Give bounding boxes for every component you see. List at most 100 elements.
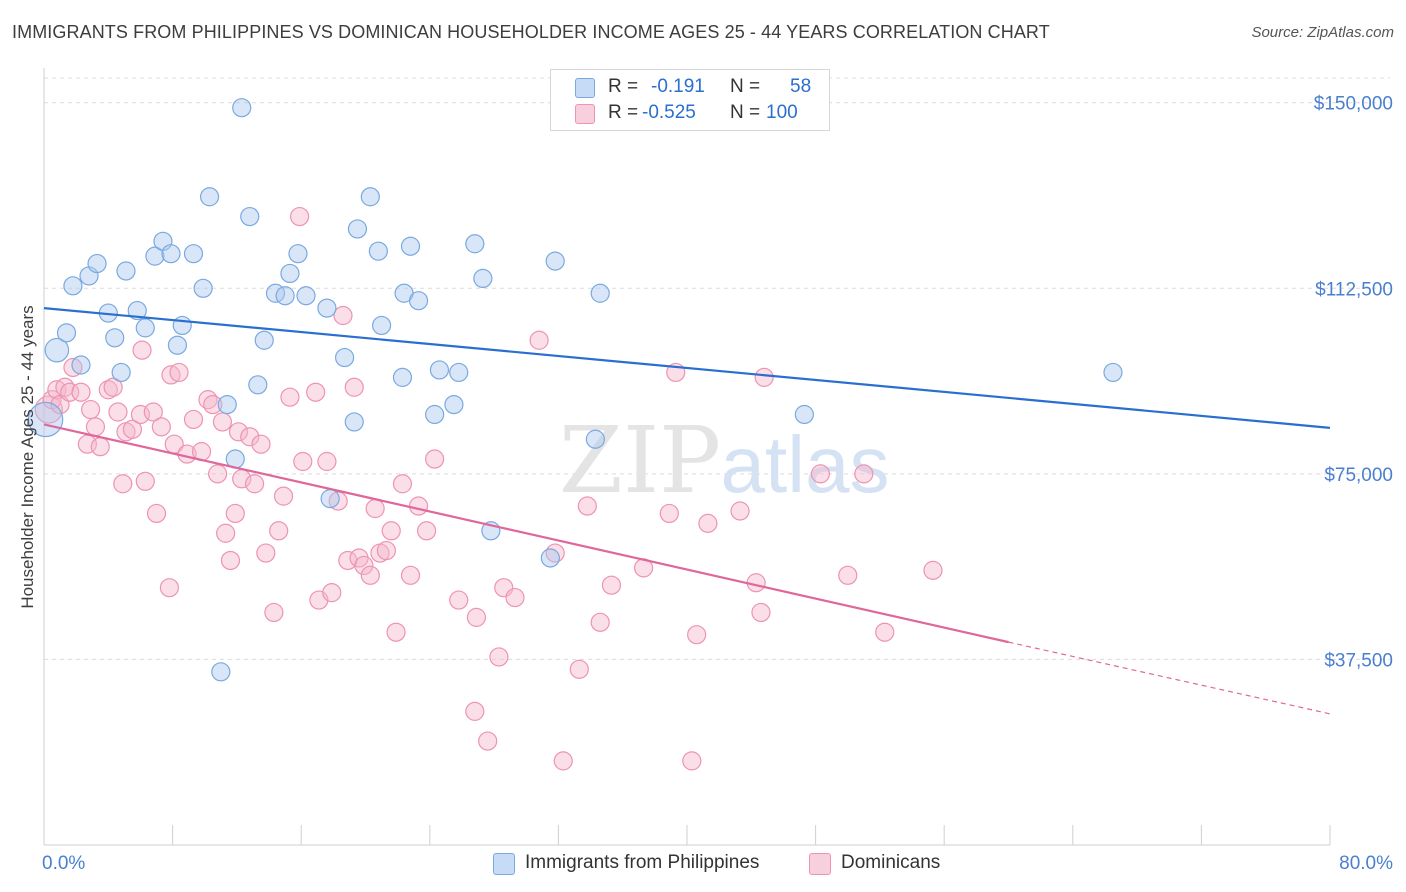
dominicans-point xyxy=(269,521,289,541)
philippines-point xyxy=(465,234,485,254)
philippines-point xyxy=(183,244,204,264)
dominicans-point xyxy=(698,513,718,533)
dominicans-point xyxy=(113,474,133,494)
bottom-legend-swatch-blue xyxy=(493,853,515,875)
dominicans-point xyxy=(306,382,326,402)
philippines-point xyxy=(116,261,136,281)
dominicans-point xyxy=(875,622,895,642)
legend-r-label: R = xyxy=(608,76,639,97)
dominicans-point xyxy=(135,471,155,491)
bottom-legend-label: Dominicans xyxy=(841,852,941,873)
watermark-atlas: atlas xyxy=(721,420,890,509)
philippines-point xyxy=(232,98,252,118)
watermark: ZIP atlas xyxy=(559,407,890,514)
dominicans-trend-line xyxy=(43,423,1009,644)
philippines-point xyxy=(87,253,107,274)
philippines-point xyxy=(360,187,380,207)
dominicans-point xyxy=(81,399,101,420)
philippines-point xyxy=(545,251,565,271)
bottom-legend-swatch-pink xyxy=(809,853,831,875)
dominicans-point xyxy=(264,602,284,623)
philippines-point xyxy=(429,360,450,380)
philippines-point xyxy=(444,394,464,415)
dominicans-point xyxy=(132,340,152,360)
dominicans-point xyxy=(280,387,300,407)
philippines-point xyxy=(193,278,213,298)
philippines-point xyxy=(794,404,814,425)
dominicans-point xyxy=(220,550,241,571)
philippines-point xyxy=(145,246,165,266)
philippines-point xyxy=(296,286,316,306)
dominicans-point xyxy=(228,422,249,442)
dominicans-point xyxy=(376,540,396,561)
philippines-point xyxy=(105,328,125,348)
legend-n-value: 58 xyxy=(790,76,812,97)
dominicans-point xyxy=(322,583,342,603)
dominicans-point xyxy=(400,565,421,585)
philippines-point xyxy=(425,404,445,425)
dominicans-point xyxy=(159,578,179,598)
source-label: Source: ZipAtlas.com xyxy=(1251,24,1394,41)
philippines-point xyxy=(254,330,274,350)
dominicans-point xyxy=(143,402,163,422)
philippines-point xyxy=(371,315,392,336)
y-tick-label: $75,000 xyxy=(1324,465,1393,486)
philippines-point xyxy=(320,489,340,509)
philippines-trend-line xyxy=(43,307,1331,429)
dominicans-point xyxy=(333,305,353,326)
dominicans-point xyxy=(529,330,549,350)
dominicans-point xyxy=(344,377,364,397)
dominicans-point xyxy=(449,590,469,610)
dominicans-point xyxy=(365,498,385,519)
dominicans-point xyxy=(923,560,943,580)
y-tick-label: $150,000 xyxy=(1314,94,1393,115)
dominicans-point xyxy=(754,367,774,387)
philippines-point xyxy=(161,244,181,264)
legend-swatch-blue xyxy=(575,78,595,98)
dominicans-point xyxy=(601,575,622,595)
dominicans-point xyxy=(146,503,167,524)
philippines-point xyxy=(217,394,237,415)
dominicans-point xyxy=(63,357,83,378)
philippines-point xyxy=(449,362,469,383)
dominicans-point xyxy=(317,451,337,472)
dominicans-point xyxy=(682,751,702,771)
legend-n-label: N = xyxy=(730,102,761,123)
philippines-point xyxy=(347,219,368,239)
x-tick-label: 80.0% xyxy=(1339,853,1393,874)
dominicans-point xyxy=(208,464,228,484)
dominicans-point xyxy=(569,659,589,679)
dominicans-point xyxy=(244,474,265,494)
philippines-point xyxy=(167,335,188,355)
dominicans-point xyxy=(478,731,498,751)
dominicans-point xyxy=(103,377,123,397)
philippines-point xyxy=(590,283,610,303)
dominicans-point xyxy=(505,587,525,608)
dominicans-point xyxy=(489,647,509,667)
philippines-point xyxy=(335,347,355,368)
dominicans-point xyxy=(203,394,223,415)
dominicans-point xyxy=(90,437,110,457)
dominicans-points xyxy=(34,206,943,771)
philippines-point xyxy=(248,375,268,395)
philippines-point xyxy=(540,548,560,568)
dominicans-trend-extension xyxy=(1008,641,1331,715)
y-axis-label: Householder Income Ages 25 - 44 years xyxy=(18,305,37,609)
dominicans-point xyxy=(216,523,236,543)
dominicans-point xyxy=(687,625,707,645)
chart-title: IMMIGRANTS FROM PHILIPPINES VS DOMINICAN… xyxy=(12,22,1050,42)
bottom-legend-label: Immigrants from Philippines xyxy=(525,852,760,873)
dominicans-point xyxy=(854,464,874,484)
dominicans-point xyxy=(60,382,80,402)
dominicans-point xyxy=(360,565,380,585)
dominicans-point xyxy=(225,503,245,524)
philippines-point xyxy=(392,367,413,387)
philippines-point xyxy=(368,241,388,261)
x-tick-label: 0.0% xyxy=(42,853,85,874)
philippines-point xyxy=(199,187,220,207)
philippines-point xyxy=(56,323,77,343)
philippines-point xyxy=(240,206,260,227)
dominicans-point xyxy=(354,555,374,576)
legend-n-label: N = xyxy=(730,76,761,97)
